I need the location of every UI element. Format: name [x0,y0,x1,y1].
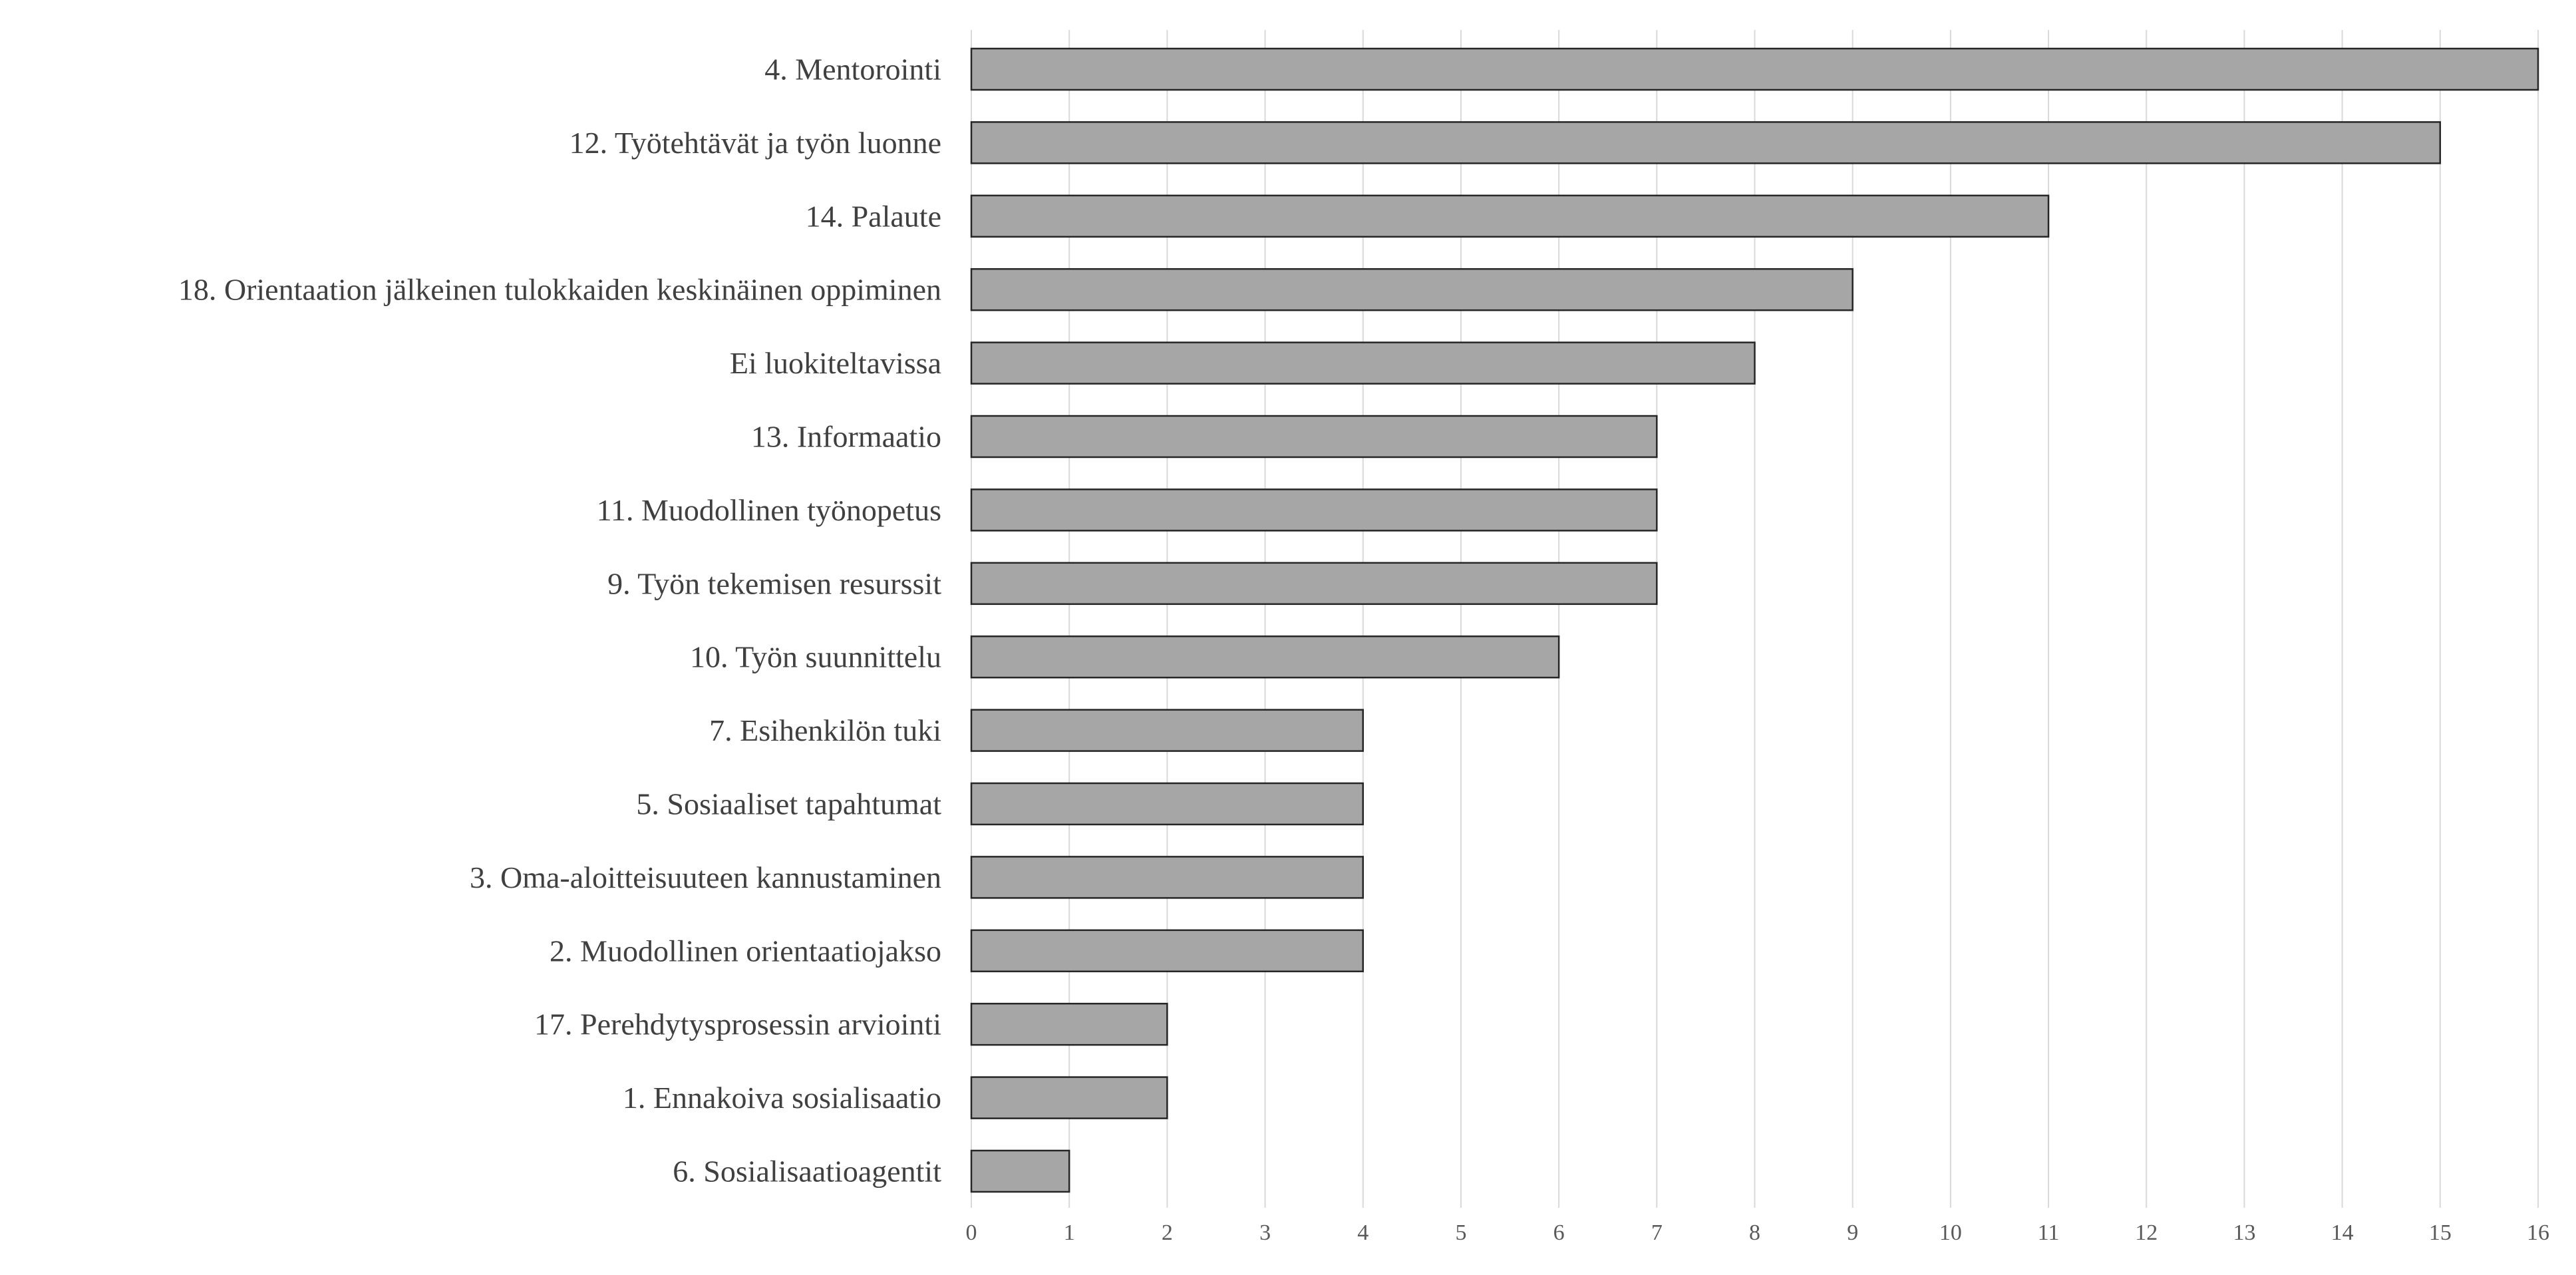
bar [970,194,2050,238]
category-label: 10. Työn suunnittelu [690,640,941,674]
bars [970,47,2539,1193]
bar [970,1149,1070,1193]
bar [970,1076,1168,1119]
category-label: 2. Muodollinen orientaatiojakso [550,934,941,968]
category-label: 14. Palaute [806,199,941,233]
x-tick-label: 16 [2527,1220,2549,1245]
bar [970,856,1364,899]
x-tick-label: 10 [1939,1220,1962,1245]
category-labels: 4. Mentorointi 12. Työtehtävät ja työn lu… [178,53,941,1188]
bar [970,635,1560,679]
x-tick-label: 4 [1357,1220,1368,1245]
category-label: 7. Esihenkilön tuki [709,713,941,747]
category-label: 5. Sosiaaliset tapahtumat [636,787,941,821]
bar [970,121,2442,164]
x-tick-label: 5 [1455,1220,1466,1245]
x-tick-label: 15 [2429,1220,2452,1245]
x-tick-label: 3 [1259,1220,1271,1245]
bar [970,415,1658,458]
bar [970,709,1364,752]
category-label: 13. Informaatio [751,420,941,454]
x-tick-label: 12 [2135,1220,2158,1245]
x-tick-label: 6 [1553,1220,1565,1245]
x-tick-label: 0 [966,1220,977,1245]
x-tick-label: 1 [1064,1220,1075,1245]
x-tick-label: 2 [1162,1220,1173,1245]
x-tick-label: 14 [2331,1220,2354,1245]
category-label: 4. Mentorointi [764,53,941,87]
bar [970,268,1853,311]
category-label: 18. Orientaation jälkeinen tulokkaiden k… [178,273,941,307]
bar [970,562,1658,606]
bar [970,1002,1168,1046]
bar [970,782,1364,826]
x-tick-label: 9 [1847,1220,1858,1245]
category-label: 17. Perehdytysprosessin arviointi [534,1007,941,1041]
category-label: 11. Muodollinen työnopetus [597,493,941,527]
x-tick-label: 7 [1651,1220,1663,1245]
x-axis-tick-labels: 0 1 2 3 4 5 6 7 8 9 10 11 12 13 14 15 16 [966,1220,2550,1245]
x-tick-label: 13 [2233,1220,2255,1245]
x-tick-label: 8 [1749,1220,1760,1245]
bar [970,47,2539,91]
category-label: 6. Sosialisaatioagentit [673,1155,941,1188]
category-label: 1. Ennakoiva sosialisaatio [623,1081,941,1115]
bar [970,488,1658,532]
category-label: 12. Työtehtävät ja työn luonne [569,126,941,160]
bar [970,341,1756,385]
category-label: 3. Oma-aloitteisuuteen kannustaminen [470,860,941,894]
category-label: Ei luokiteltavissa [730,346,941,380]
x-tick-label: 11 [2038,1220,2060,1245]
category-label: 9. Työn tekemisen resurssit [607,566,941,600]
bar [970,929,1364,973]
